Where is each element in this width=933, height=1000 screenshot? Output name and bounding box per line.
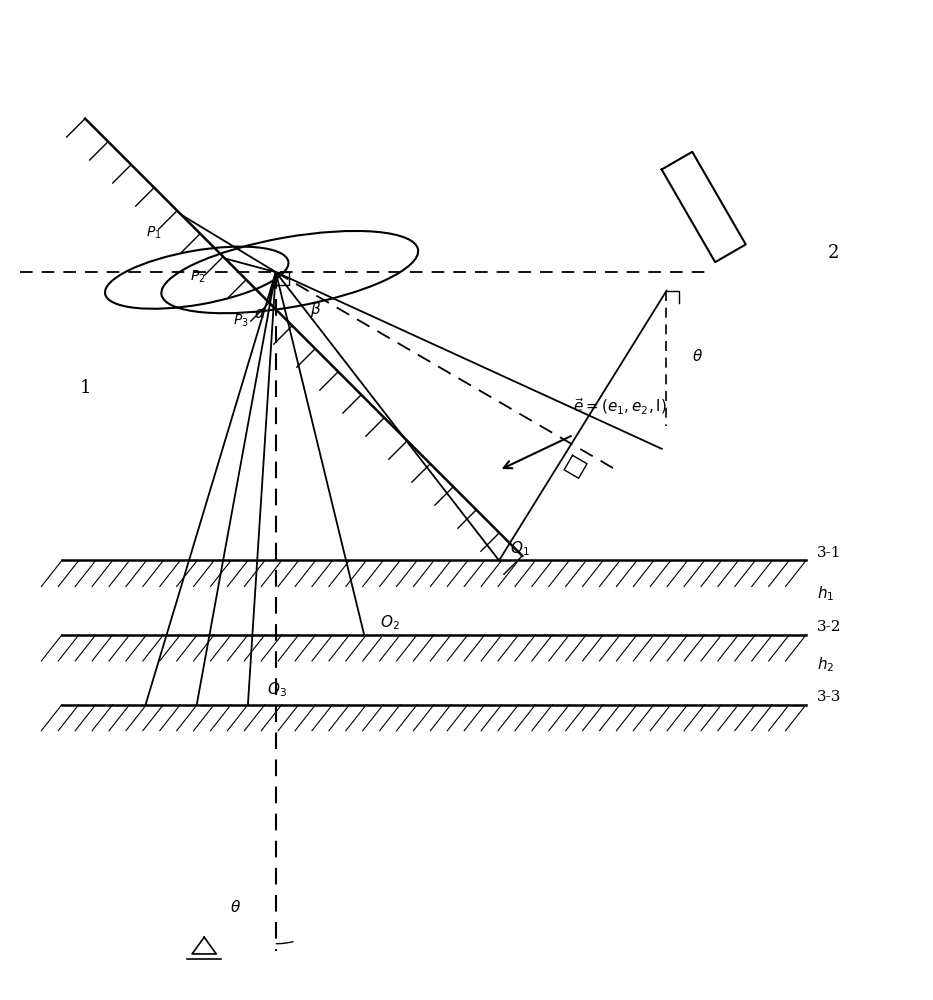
Text: $O_1$: $O_1$	[510, 539, 530, 558]
Text: 3-3: 3-3	[817, 690, 842, 704]
Text: $P_2$: $P_2$	[189, 269, 205, 285]
Text: $h_2$: $h_2$	[817, 655, 834, 674]
Text: $P_3$: $P_3$	[233, 312, 249, 329]
Text: 3-1: 3-1	[817, 546, 842, 560]
Text: $\alpha$: $\alpha$	[254, 307, 266, 321]
Text: 2: 2	[829, 244, 840, 262]
Text: $\beta$: $\beta$	[310, 300, 322, 319]
Text: $O_2$: $O_2$	[380, 613, 399, 632]
Text: $O_3$: $O_3$	[267, 680, 286, 699]
Text: 1: 1	[79, 379, 91, 397]
Text: $\theta$: $\theta$	[230, 899, 242, 915]
Text: $\vec{e}=(e_1,e_2,\mathrm{l})$: $\vec{e}=(e_1,e_2,\mathrm{l})$	[574, 397, 667, 417]
Text: $P_1$: $P_1$	[146, 225, 161, 241]
Text: $h_1$: $h_1$	[817, 585, 835, 603]
Text: $\theta$: $\theta$	[691, 348, 703, 364]
Text: 3-2: 3-2	[817, 620, 842, 634]
Polygon shape	[661, 152, 745, 262]
